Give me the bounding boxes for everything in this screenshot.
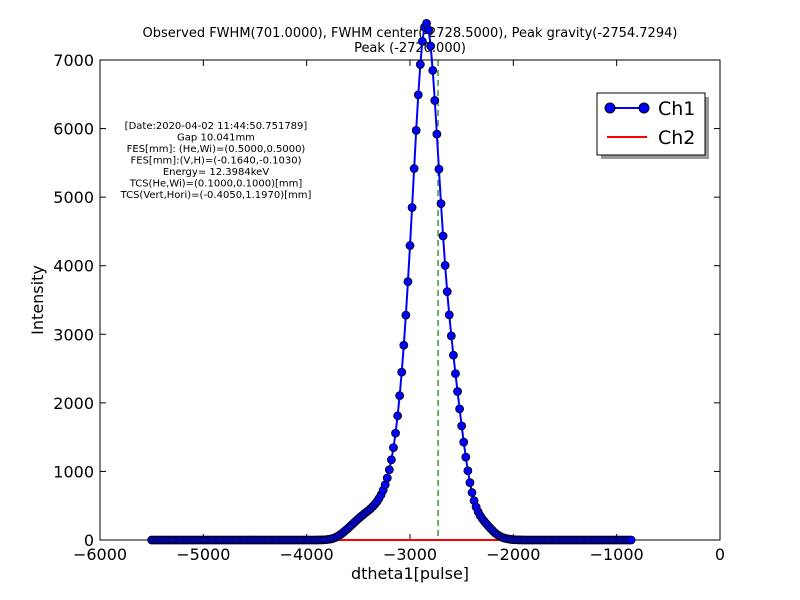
info-line: TCS(He,Wi)=(0.1000,0.1000)[mm]: [129, 179, 303, 190]
series-ch1-point: [384, 465, 394, 475]
series-ch1-point: [453, 387, 462, 396]
info-line: FES[mm]:(V,H)=(-0.1640,-0.1030): [131, 156, 302, 167]
x-axis-label: dtheta1[pulse]: [351, 564, 469, 583]
series-ch1-point: [399, 340, 409, 350]
series-ch1-point: [467, 488, 477, 497]
y-tick-label: 2000: [53, 394, 94, 413]
series-ch1-point: [440, 261, 450, 270]
series-ch1-point: [397, 367, 407, 377]
info-annotation: [Date:2020-04-02 11:44:50.751789]Gap 10.…: [120, 121, 312, 201]
chart-title-line-1: Observed FWHM(701.0000), FWHM center(-27…: [143, 26, 678, 41]
series-ch1-point: [434, 164, 444, 174]
y-tick-label: 6000: [53, 120, 94, 139]
series-ch1-point: [426, 41, 436, 51]
series-ch1-point: [405, 241, 415, 250]
series-ch1-point: [428, 65, 438, 75]
series-ch1-point: [430, 96, 440, 105]
y-tick-label: 0: [84, 531, 94, 550]
series-ch1-point: [389, 443, 398, 453]
series-ch1-point: [442, 287, 452, 297]
legend-ch1-marker: [604, 102, 616, 114]
y-axis-label: Intensity: [28, 265, 47, 335]
info-line: [Date:2020-04-02 11:44:50.751789]: [125, 121, 308, 132]
series-ch1-point: [444, 310, 454, 320]
series-ch1-point: [451, 369, 460, 379]
series-ch1-point: [403, 277, 413, 287]
y-tick-label: 3000: [53, 325, 94, 344]
series-ch1-point: [626, 535, 636, 545]
series-ch1-point: [407, 203, 417, 212]
series-ch1-point: [446, 331, 456, 341]
series-ch1-point: [455, 404, 465, 414]
series-ch1-point: [386, 455, 396, 465]
series-ch1-point: [413, 90, 423, 100]
series-ch1-point: [457, 421, 467, 431]
series-ch1-point: [382, 473, 392, 483]
series-ch1-point: [465, 478, 475, 488]
info-line: TCS(Vert,Hori)=(-0.4050,1.1970)[mm]: [120, 190, 312, 201]
info-line: Gap 10.041mm: [177, 133, 255, 144]
series-group: [147, 18, 636, 545]
x-tick-label: −2000: [486, 545, 540, 564]
x-tick-label: −4000: [280, 545, 334, 564]
x-tick-label: −5000: [176, 545, 230, 564]
series-ch1-point: [438, 231, 448, 241]
chart-title-line-2: Peak (-2720.000): [354, 41, 466, 56]
x-tick-label: −6000: [73, 545, 127, 564]
series-ch1-point: [461, 452, 471, 462]
y-tick-label: 1000: [53, 462, 94, 481]
series-ch1-point: [395, 391, 405, 400]
y-axis-ticks: 0 1000 2000 3000 4000 5000 6000 7000: [53, 51, 720, 550]
legend-ch1-label: Ch1: [658, 98, 695, 120]
series-ch1-point: [417, 36, 427, 46]
series-ch1-point: [391, 428, 400, 438]
info-line: FES[mm]: (He,Wi)=(0.5000,0.5000): [127, 144, 306, 155]
series-ch1-point: [424, 25, 434, 35]
x-tick-label: 0: [715, 545, 725, 564]
info-line: Energy= 12.3984keV: [163, 167, 270, 178]
series-ch1-point: [401, 310, 411, 320]
y-tick-label: 7000: [53, 51, 94, 70]
series-ch1-point: [459, 437, 469, 447]
legend-ch1-marker: [638, 102, 650, 114]
y-tick-label: 4000: [53, 257, 94, 276]
series-ch1-point: [411, 125, 421, 135]
series-ch1-point: [463, 466, 473, 476]
series-ch1-point: [409, 164, 419, 173]
series-ch1-point: [432, 129, 442, 139]
x-tick-label: −3000: [383, 545, 437, 564]
series-ch1-point: [436, 199, 446, 208]
legend-box: [596, 92, 706, 156]
series-ch1-point: [415, 60, 425, 69]
series-ch1-point: [393, 411, 403, 421]
series-ch1-point: [448, 350, 458, 360]
x-tick-label: −1000: [590, 545, 644, 564]
legend: Ch1 Ch2: [596, 92, 709, 159]
legend-ch2-label: Ch2: [658, 127, 695, 149]
y-tick-label: 5000: [53, 188, 94, 207]
